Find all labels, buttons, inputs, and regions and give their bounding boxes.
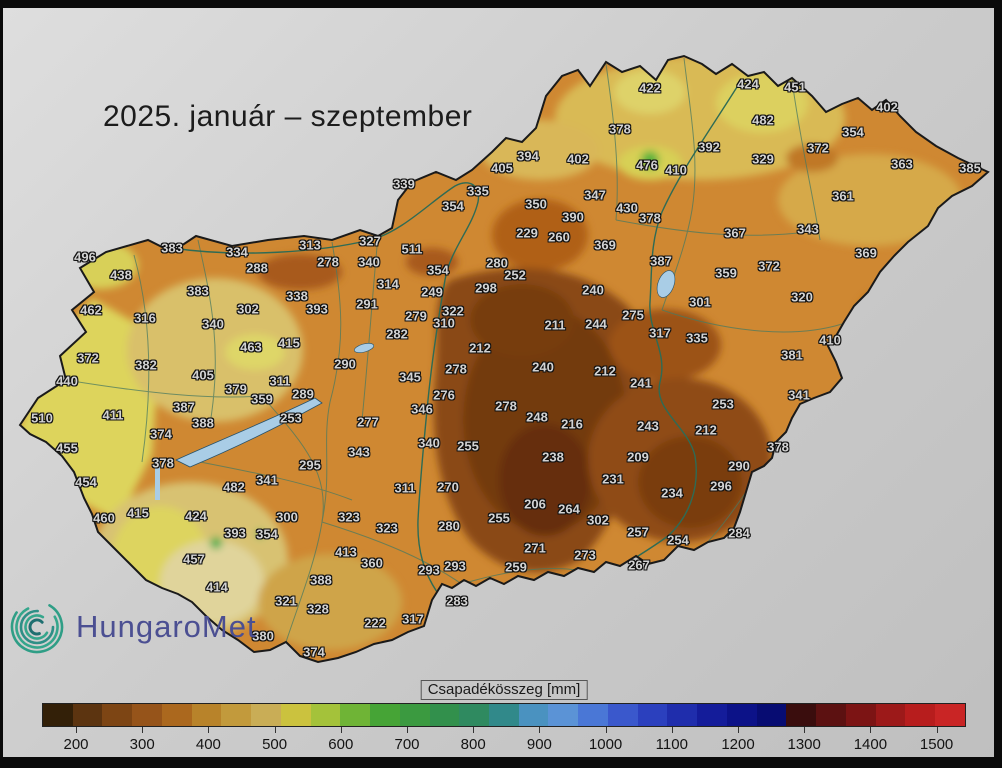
colorbar-segment (637, 704, 668, 726)
colorbar-segment (221, 704, 252, 726)
colorbar-segment (429, 704, 460, 726)
colorbar-segment (340, 704, 371, 726)
lake-ferto (86, 206, 110, 249)
colorbar-tick-label: 1100 (655, 736, 688, 753)
tisza-river (604, 86, 738, 579)
colorbar-segment (518, 704, 549, 726)
colorbar-segment (935, 704, 965, 726)
colorbar-segment (132, 704, 162, 726)
colorbar-tick-marks (42, 727, 966, 734)
colorbar-tick-label: 300 (129, 736, 155, 753)
colorbar-tick-label: 1200 (721, 736, 755, 753)
lake-balaton (175, 397, 323, 468)
colorbar-segment (845, 704, 876, 726)
colorbar-segment (489, 704, 519, 726)
colorbar-segment (756, 704, 787, 726)
legend-title: Csapadékösszeg [mm] (427, 681, 581, 698)
colorbar-segment (697, 704, 727, 726)
colorbar-tick (340, 727, 342, 733)
colorbar-tick (76, 727, 77, 733)
colorbar-tick-label: 1000 (588, 736, 623, 753)
colorbar-segment (191, 704, 222, 726)
legend-title-box: Csapadékösszeg [mm] (420, 680, 588, 700)
colorbar-tick (605, 727, 607, 733)
colorbar-segment (251, 704, 281, 726)
colorbar-segment (607, 704, 638, 726)
colorbar-segment (816, 704, 846, 726)
page-title: 2025. január – szeptember (103, 100, 473, 133)
colorbar-tick-label: 200 (63, 736, 89, 753)
colorbar-segment (726, 704, 757, 726)
logo-text: HungaroMet (76, 609, 257, 644)
colorbar-tick-label: 600 (328, 736, 354, 753)
colorbar-tick-label: 1300 (787, 736, 821, 753)
frame-right (994, 0, 1002, 768)
hungaromet-spiral-icon (10, 600, 64, 654)
colorbar-segment (161, 704, 192, 726)
colorbar-tick (671, 727, 673, 733)
colorbar-segment (905, 704, 936, 726)
colorbar-segment (459, 704, 490, 726)
hungaromet-logo: HungaroMet (8, 598, 257, 656)
frame-left (0, 0, 3, 768)
colorbar-segment (399, 704, 430, 726)
colorbar-tick (208, 727, 210, 733)
colorbar-tick-label: 800 (460, 736, 486, 753)
colorbar-tick-label: 700 (394, 736, 420, 753)
colorbar-segment (310, 704, 341, 726)
colorbar-segment (875, 704, 906, 726)
colorbar-tick (274, 727, 276, 733)
colorbar-segment (578, 704, 608, 726)
colorbar-tick (738, 727, 739, 733)
colorbar-segment (43, 704, 73, 726)
sio-channel (155, 458, 160, 500)
colorbar-tick (473, 727, 475, 733)
colorbar-segment (667, 704, 698, 726)
colorbar-tick-label: 400 (195, 736, 221, 753)
lake-tisza (656, 270, 676, 298)
colorbar (42, 703, 966, 727)
colorbar-tick-label: 1500 (919, 736, 954, 753)
colorbar-segment (786, 704, 817, 726)
colorbar-tick (142, 727, 144, 733)
colorbar-segment (370, 704, 400, 726)
colorbar-tick (407, 727, 408, 733)
colorbar-tick-label: 1400 (853, 736, 888, 753)
colorbar-segment (280, 704, 311, 726)
colorbar-tick (870, 727, 872, 733)
colorbar-segment (548, 704, 579, 726)
frame-top (0, 0, 1002, 8)
colorbar-tick-label: 500 (262, 736, 288, 753)
colorbar-tick-label: 900 (526, 736, 552, 753)
hungary-outline (18, 54, 990, 664)
colorbar-tick (539, 727, 541, 733)
colorbar-tick (936, 727, 938, 733)
lake-velence (353, 343, 375, 353)
danube-river (171, 182, 480, 593)
colorbar-tick-labels: 200 300 400 500 600 700 800 900 1000 1100 1200 1300… (42, 736, 966, 756)
colorbar-tick (804, 727, 806, 733)
colorbar-segment (72, 704, 103, 726)
frame-bottom (0, 757, 1002, 768)
colorbar-segment (102, 704, 133, 726)
rivers (171, 86, 738, 593)
